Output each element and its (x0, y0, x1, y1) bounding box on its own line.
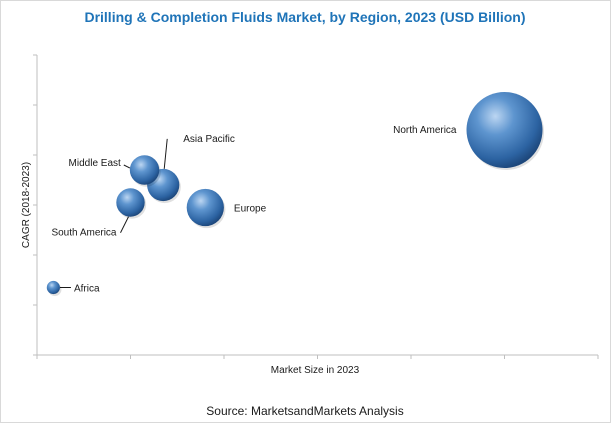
bubbles (46, 92, 544, 297)
x-axis-label: Market Size in 2023 (271, 365, 360, 376)
label-asia-pacific: Asia Pacific (183, 134, 235, 145)
chart-title: Drilling & Completion Fluids Market, by … (84, 9, 525, 25)
leader-middle-east (123, 164, 131, 169)
source-note: Source: MarketsandMarkets Analysis (206, 404, 403, 418)
label-north-america: North America (393, 125, 457, 136)
bubble-middle-east (129, 155, 160, 185)
label-middle-east: Middle East (69, 158, 121, 169)
bubble-labels: North America Asia Pacific Middle East Sout… (51, 125, 456, 295)
label-south-america: South America (51, 228, 116, 239)
label-europe: Europe (234, 204, 267, 215)
label-africa: Africa (74, 284, 100, 295)
bubble-africa (46, 280, 60, 295)
bubble-south-america (116, 188, 145, 217)
y-axis-label: CAGR (2018-2023) (21, 162, 32, 248)
bubble-north-america (466, 92, 543, 168)
axis-ticks (33, 54, 599, 359)
leader-asia-pacific (163, 138, 168, 169)
leader-south-america (120, 216, 129, 233)
leader-lines (59, 138, 168, 288)
bubble-europe (186, 188, 224, 227)
